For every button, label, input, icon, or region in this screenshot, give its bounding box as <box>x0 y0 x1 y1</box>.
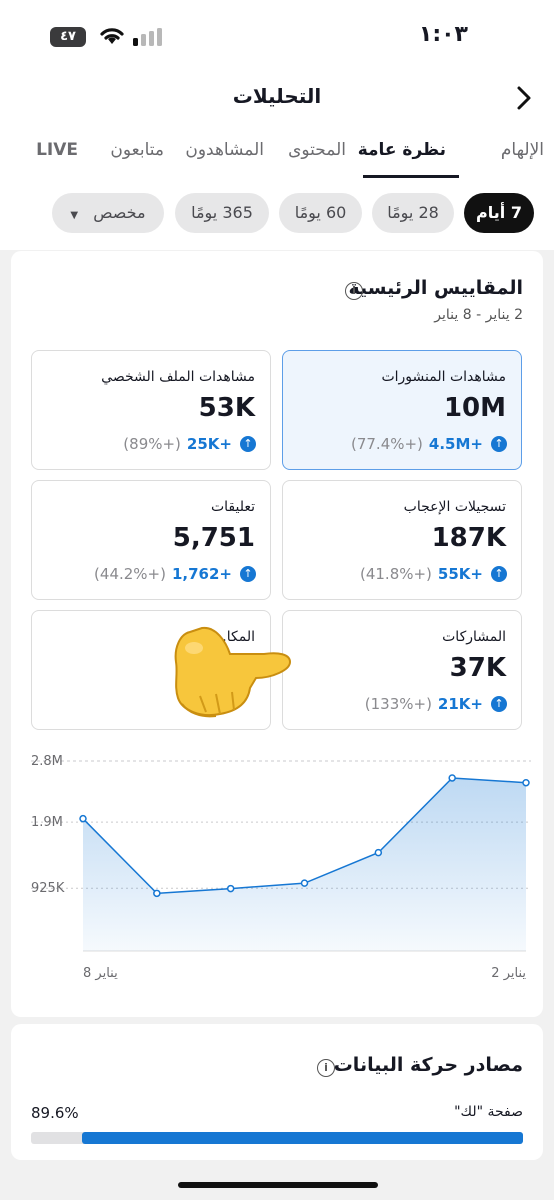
pointing-hand-icon <box>174 626 292 718</box>
x-tick-label: يناير 8 <box>83 966 118 981</box>
metric-card-comments[interactable]: تعليقات 5,751 (44.2%+) 1,762+ ↑ <box>31 480 271 600</box>
metric-delta: 21K+ <box>437 695 483 713</box>
source-progress-fill <box>82 1132 523 1144</box>
data-point[interactable] <box>522 778 530 787</box>
metric-pct: (133%+) <box>364 695 432 713</box>
metric-label: تسجيلات الإعجاب <box>403 499 506 515</box>
metric-delta: 4.5M+ <box>428 435 483 453</box>
tab-content[interactable]: المحتوى <box>288 140 346 160</box>
date-range: 2 يناير - 8 يناير <box>434 307 523 323</box>
metric-change: (41.8%+) 55K+ ↑ <box>360 565 507 583</box>
key-metrics-card: المقاييس الرئيسية i 2 يناير - 8 يناير مش… <box>11 251 543 1017</box>
y-tick-label: 1.9M <box>31 815 63 830</box>
arrow-up-icon: ↑ <box>240 436 256 452</box>
metric-change: (44.2%+) 1,762+ ↑ <box>94 565 256 583</box>
metric-value: 5,751 <box>172 523 255 553</box>
filter-custom-label: مخصص <box>93 203 146 222</box>
tab-bar: الإلهام نظرة عامة المحتوى المشاهدون متاب… <box>0 136 554 179</box>
metric-delta: 55K+ <box>437 565 483 583</box>
arrow-up-icon: ↑ <box>491 566 507 582</box>
x-tick-label: يناير 2 <box>491 966 526 981</box>
metric-value: 37K <box>449 653 506 683</box>
source-percentage: 89.6% <box>31 1104 79 1122</box>
metric-card-post-views[interactable]: مشاهدات المنشورات 10M (77.4%+) 4.5M+ ↑ <box>282 350 522 470</box>
key-metrics-title: المقاييس الرئيسية <box>348 277 523 299</box>
metric-label: مشاهدات المنشورات <box>381 369 506 385</box>
traffic-sources-card: مصادر حركة البيانات i صفحة "لك" 89.6% <box>11 1024 543 1160</box>
filter-28-days[interactable]: 28 يومًا <box>372 193 454 233</box>
tab-overview[interactable]: نظرة عامة <box>357 140 446 160</box>
y-tick-label: 925K <box>31 881 65 896</box>
status-bar: ٤٧ ١:٠٣ <box>0 0 554 60</box>
filter-custom[interactable]: مخصص ▼ <box>52 193 164 233</box>
data-point[interactable] <box>79 814 87 823</box>
battery-icon: ٤٧ <box>50 27 86 47</box>
metric-pct: (89%+) <box>123 435 181 453</box>
filter-60-days[interactable]: 60 يومًا <box>279 193 362 233</box>
metric-delta: 25K+ <box>186 435 232 453</box>
metric-line-chart: 2.8M 1.9M 925K يناير 2 يناير 8 <box>31 754 531 981</box>
caret-down-icon: ▼ <box>70 210 79 221</box>
metric-label: تعليقات <box>210 499 255 515</box>
metric-change: (77.4%+) 4.5M+ ↑ <box>351 435 507 453</box>
tab-inspiration[interactable]: الإلهام <box>500 140 544 160</box>
active-tab-indicator <box>363 175 459 178</box>
metric-change: (89%+) 25K+ ↑ <box>123 435 256 453</box>
data-point[interactable] <box>153 889 161 898</box>
metric-pct: (44.2%+) <box>94 565 166 583</box>
home-indicator <box>178 1182 378 1188</box>
source-progress-bar <box>31 1132 523 1144</box>
arrow-up-icon: ↑ <box>491 436 507 452</box>
date-filter-bar: 7 أيام 28 يومًا 60 يومًا 365 يومًا مخصص … <box>0 178 554 250</box>
wifi-icon <box>100 28 124 44</box>
filter-365-days[interactable]: 365 يومًا <box>175 193 269 233</box>
data-point[interactable] <box>448 774 456 782</box>
signal-icon <box>133 28 162 46</box>
series-area <box>83 777 526 951</box>
page-title: التحليلات <box>232 84 322 108</box>
metric-card-profile-views[interactable]: مشاهدات الملف الشخصي 53K (89%+) 25K+ ↑ <box>31 350 271 470</box>
tab-viewers[interactable]: المشاهدون <box>185 140 264 160</box>
metric-value: 53K <box>198 393 255 423</box>
data-point[interactable] <box>374 848 383 857</box>
arrow-up-icon: ↑ <box>240 566 256 582</box>
metric-pct: (77.4%+) <box>350 435 423 453</box>
metric-change: (133%+) 21K+ ↑ <box>365 695 507 713</box>
arrow-up-icon: ↑ <box>491 696 507 712</box>
metric-card-shares[interactable]: المشاركات 37K (133%+) 21K+ ↑ <box>282 610 522 730</box>
y-tick-label: 2.8M <box>31 754 63 769</box>
header: التحليلات الإلهام نظرة عامة المحتوى المش… <box>0 60 554 179</box>
metric-card-likes[interactable]: تسجيلات الإعجاب 187K (41.8%+) 55K+ ↑ <box>282 480 522 600</box>
info-icon[interactable]: i <box>345 282 363 300</box>
metric-label: المشاركات <box>442 629 506 645</box>
tab-live[interactable]: LIVE <box>36 140 78 160</box>
data-point[interactable] <box>226 884 235 893</box>
back-chevron-icon[interactable] <box>510 84 538 112</box>
tab-followers[interactable]: متابعون <box>110 140 164 160</box>
data-point[interactable] <box>300 879 309 887</box>
filter-7-days[interactable]: 7 أيام <box>464 193 534 233</box>
metric-delta: 1,762+ <box>171 565 232 583</box>
source-label: صفحة "لك" <box>454 1104 523 1120</box>
metric-pct: (41.8%+) <box>359 565 432 583</box>
traffic-sources-title: مصادر حركة البيانات <box>333 1054 523 1076</box>
metric-value: 10M <box>443 393 506 423</box>
metric-value: 187K <box>431 523 506 553</box>
metric-label: مشاهدات الملف الشخصي <box>101 369 255 385</box>
clock: ١:٠٣ <box>418 22 468 47</box>
info-icon[interactable]: i <box>317 1059 335 1077</box>
